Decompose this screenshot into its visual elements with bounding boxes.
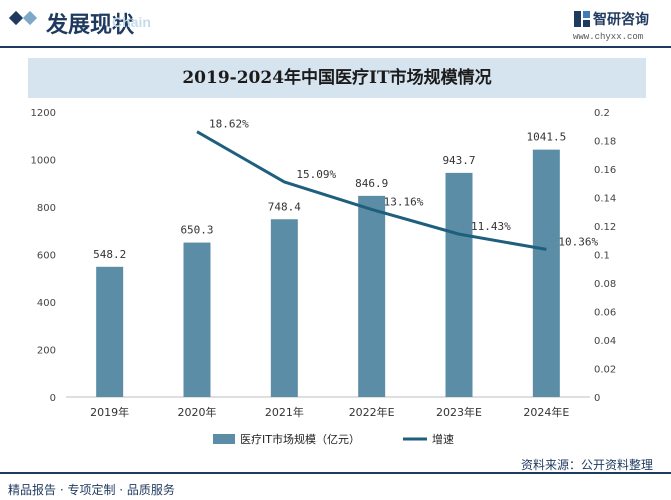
- chart-legend: 医疗IT市场规模（亿元） 增速: [213, 432, 454, 446]
- x-tick-label: 2022年E: [349, 405, 395, 419]
- bar: [445, 172, 473, 397]
- logo-icon: [574, 11, 590, 27]
- footer: 精品报告 · 专项定制 · 品质服务 资料来源：公开资料整理: [0, 458, 671, 500]
- brand-url: www.chyxx.com: [573, 32, 644, 42]
- line-series: [196, 130, 547, 251]
- y-left-tick-label: 200: [37, 346, 56, 357]
- x-tick-label: 2021年: [265, 405, 304, 419]
- chart-title-band: 2019-2024年中国医疗IT市场规模情况: [28, 58, 646, 98]
- legend-bar-swatch: [213, 434, 235, 444]
- footer-slogan: 精品报告 · 专项定制 · 品质服务: [8, 483, 175, 497]
- chart-axes: 0 200 400 600 800 1000 1200 0 0.02 0.04 0.06 0.08 0.…: [31, 108, 617, 419]
- y-right-tick-label: 0.2: [594, 108, 610, 119]
- bar-value-label: 650.3: [180, 224, 213, 237]
- y-left-tick-label: 0: [50, 393, 56, 404]
- bar: [183, 242, 211, 397]
- x-tick-label: 2020年: [178, 405, 217, 419]
- bar-value-label: 846.9: [355, 177, 388, 190]
- y-right-tick-label: 0.18: [594, 137, 616, 148]
- y-left-tick-label: 600: [37, 251, 56, 262]
- x-tick-label: 2019年: [90, 405, 129, 419]
- y-left-tick-label: 400: [37, 298, 56, 309]
- line-value-label: 18.62%: [209, 118, 249, 131]
- page-title: 发展现状: [46, 13, 135, 38]
- footer-rule: [0, 472, 671, 474]
- ghost-text: Chain: [112, 14, 151, 30]
- bar-value-label: 548.2: [93, 248, 126, 261]
- bar: [358, 195, 386, 397]
- line-value-label: 10.36%: [558, 235, 598, 248]
- legend-bar-label: 医疗IT市场规模（亿元）: [240, 432, 360, 446]
- bar: [270, 219, 298, 397]
- y-left-tick-label: 1200: [31, 108, 56, 119]
- source-note: 资料来源：公开资料整理: [520, 458, 653, 472]
- growth-line: [196, 130, 547, 251]
- header: 发展现状 Chain 智研咨询 www.chyxx.com: [0, 0, 671, 48]
- bar: [96, 266, 124, 397]
- bar-series: [96, 149, 560, 397]
- y-right-tick-label: 0.14: [594, 194, 616, 205]
- brand-name: 智研咨询: [593, 12, 649, 28]
- x-tick-label: 2023年E: [436, 405, 482, 419]
- line-value-label: 15.09%: [296, 168, 336, 181]
- y-right-tick-label: 0.1: [594, 251, 610, 262]
- bar-value-label: 748.4: [268, 200, 301, 213]
- bar: [532, 149, 560, 397]
- y-left-tick-label: 800: [37, 203, 56, 214]
- brand-logo: 智研咨询 www.chyxx.com: [573, 8, 665, 44]
- line-value-label: 13.16%: [384, 195, 424, 208]
- line-value-label: 11.43%: [471, 220, 511, 233]
- y-right-tick-label: 0.04: [594, 336, 616, 347]
- y-right-tick-label: 0.08: [594, 279, 616, 290]
- y-right-tick-label: 0.16: [594, 165, 616, 176]
- diamond-icon: [8, 10, 24, 26]
- data-labels: 548.2 650.3 748.4 846.9 943.7 1041.5 18.62% 15.…: [93, 118, 598, 261]
- diamond-outline-icon: [22, 10, 38, 26]
- y-left-tick-label: 1000: [31, 156, 56, 167]
- combo-chart: 0 200 400 600 800 1000 1200 0 0.02 0.04 0.06 0.08 0.…: [31, 108, 617, 446]
- y-right-tick-label: 0.02: [594, 365, 616, 376]
- x-tick-label: 2024年E: [523, 405, 569, 419]
- legend-line-label: 增速: [432, 432, 454, 446]
- y-right-tick-label: 0.12: [594, 222, 616, 233]
- y-right-tick-label: 0.06: [594, 308, 616, 319]
- bar-value-label: 943.7: [442, 154, 475, 167]
- header-rule: [0, 46, 671, 48]
- bar-value-label: 1041.5: [526, 131, 566, 144]
- y-right-tick-label: 0: [594, 393, 600, 404]
- chart-title: 2019-2024年中国医疗IT市场规模情况: [182, 68, 492, 88]
